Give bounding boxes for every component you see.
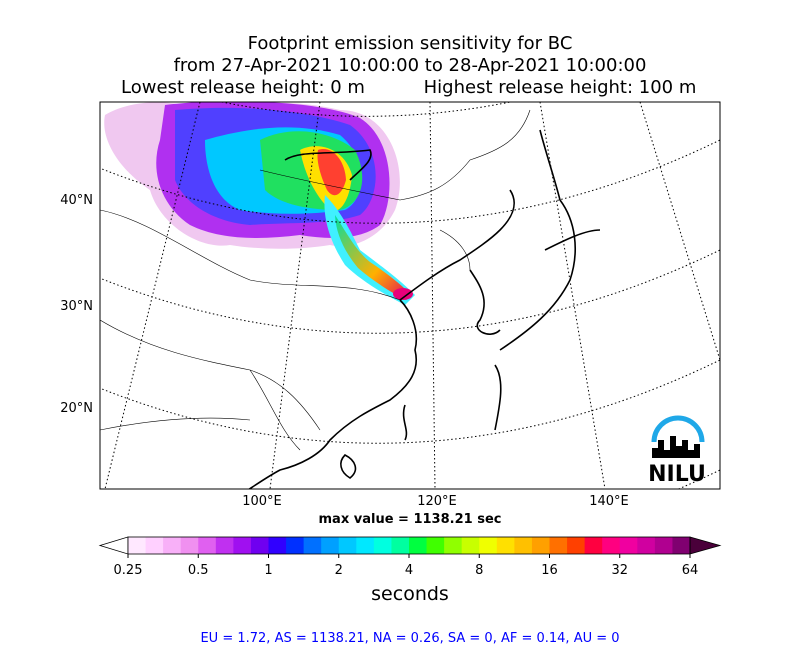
colorbar-label: seconds xyxy=(371,583,449,605)
colorbar-tick-label: 0.25 xyxy=(114,563,143,578)
colorbar-segment xyxy=(250,537,269,554)
colorbar-segment xyxy=(602,537,621,554)
colorbar-tick-label: 32 xyxy=(611,563,628,578)
colorbar-extend xyxy=(689,536,722,555)
colorbar-segment xyxy=(163,537,182,554)
footprint xyxy=(104,102,415,305)
lon-label: 100°E xyxy=(242,494,282,509)
colorbar-segment xyxy=(619,537,638,554)
colorbar-segment xyxy=(654,537,673,554)
colorbar-segment xyxy=(426,537,445,554)
colorbar-segment xyxy=(198,537,217,554)
colorbar-segment xyxy=(479,537,498,554)
colorbar-segment xyxy=(286,537,305,554)
colorbar-segment xyxy=(180,537,199,554)
colorbar-segment xyxy=(461,537,480,554)
logo-text: NILU xyxy=(648,462,706,487)
map xyxy=(100,102,720,489)
colorbar-segment xyxy=(338,537,357,554)
colorbar-segment xyxy=(391,537,410,554)
colorbar-segment xyxy=(233,537,252,554)
colorbar-segment xyxy=(321,537,340,554)
colorbar: 0.25 0.5 1 2 4 8 16 32 64 xyxy=(98,536,722,578)
colorbar-segment xyxy=(268,537,287,554)
colorbar-segment xyxy=(549,537,568,554)
lon-label: 140°E xyxy=(589,494,629,509)
colorbar-segment xyxy=(514,537,533,554)
lon-label: 120°E xyxy=(417,494,457,509)
colorbar-segment xyxy=(637,537,656,554)
colorbar-tick-label: 0.5 xyxy=(188,563,209,578)
colorbar-segment xyxy=(672,537,691,554)
title-line: Footprint emission sensitivity for BC xyxy=(248,33,573,54)
colorbar-segment xyxy=(356,537,375,554)
max-value: max value = 1138.21 sec xyxy=(319,512,502,527)
colorbar-extend xyxy=(98,536,129,555)
colorbar-tick-label: 8 xyxy=(475,563,483,578)
colorbar-segment xyxy=(373,537,392,554)
colorbar-segment xyxy=(496,537,515,554)
colorbar-tick-label: 1 xyxy=(264,563,272,578)
title-line: Highest release height: 100 m xyxy=(424,77,697,98)
colorbar-tick-label: 64 xyxy=(682,563,699,578)
title-line: Lowest release height: 0 m xyxy=(121,77,365,98)
map-frame xyxy=(99,101,721,490)
footer: EU = 1.72, AS = 1138.21, NA = 0.26, SA =… xyxy=(200,631,619,646)
logo: NILU xyxy=(648,415,706,487)
lat-label: 40°N xyxy=(60,193,93,208)
colorbar-tick-label: 4 xyxy=(405,563,413,578)
colorbar-tick-label: 16 xyxy=(541,563,558,578)
colorbar-segment xyxy=(128,537,147,554)
colorbar-segment xyxy=(444,537,463,554)
lat-label: 20°N xyxy=(60,401,93,416)
colorbar-segment xyxy=(145,537,164,554)
colorbar-segment xyxy=(409,537,428,554)
colorbar-segment xyxy=(567,537,586,554)
colorbar-segment xyxy=(303,537,322,554)
colorbar-segment xyxy=(584,537,603,554)
colorbar-segment xyxy=(531,537,550,554)
title-line: from 27-Apr-2021 10:00:00 to 28-Apr-2021… xyxy=(174,55,647,76)
lat-label: 30°N xyxy=(60,299,93,314)
colorbar-tick-label: 2 xyxy=(335,563,343,578)
colorbar-segment xyxy=(215,537,234,554)
